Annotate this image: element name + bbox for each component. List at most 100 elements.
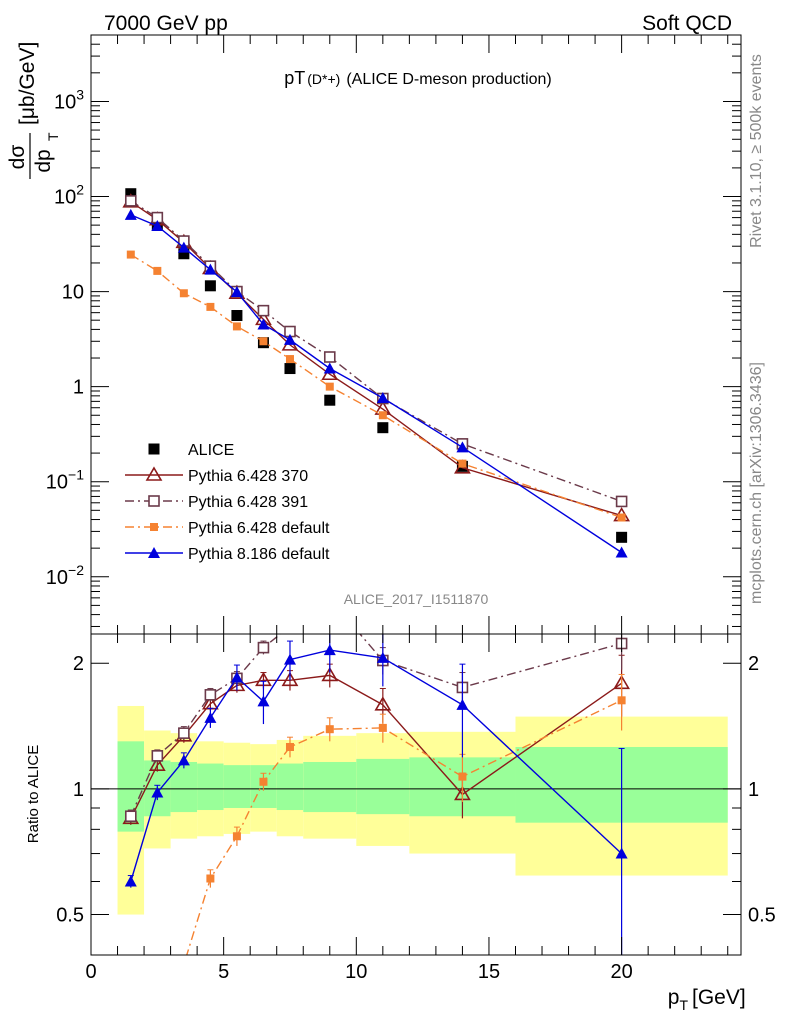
- green-band-6: [276, 763, 304, 811]
- ratio-point-s2-1: [153, 986, 161, 994]
- data-point-s0-7: [324, 394, 336, 406]
- main-plot-marks: [122, 188, 631, 558]
- x-axis-label: pT: [668, 986, 689, 1013]
- y-tick-label: 10−1: [46, 467, 84, 494]
- data-point-s0-2: [178, 248, 190, 260]
- ratio-point-s3-5: [257, 695, 270, 707]
- x-tick-label: 10: [345, 961, 367, 983]
- main-plot-y-axis: 10−2 10−1 1 10 102 103: [46, 34, 741, 634]
- data-point-s4-4: [230, 285, 243, 297]
- data-point-s4-6: [283, 333, 296, 345]
- legend-label-4: Pythia 8.186 default: [188, 546, 330, 563]
- legend-marker-2: [148, 495, 160, 507]
- data-point-s3-2: [179, 289, 188, 298]
- xlabel-subscript: T: [679, 997, 688, 1013]
- ratio-line-1: [130, 634, 622, 817]
- ratio-y-tick-label-left: 1: [73, 779, 84, 801]
- data-point-s2-7: [323, 351, 336, 363]
- ratio-point-s0-8: [374, 696, 392, 711]
- y-axis-label: dσ dp T [μb/GeV]: [6, 42, 61, 179]
- ratio-point-s1-6: [285, 621, 295, 631]
- data-point-s0-10: [616, 531, 628, 543]
- main-plot-frame: [90, 34, 742, 635]
- data-point-s0-6: [284, 363, 296, 375]
- data-point-s3-8: [378, 411, 387, 420]
- ratio-point-s2-10: [617, 696, 626, 705]
- analysis-watermark: ALICE_2017_I1511870: [344, 591, 489, 607]
- green-band-4: [223, 765, 251, 808]
- xlabel-p: p: [668, 986, 680, 1009]
- ratio-plot-frame: [90, 633, 742, 956]
- title-paren: (D*+): [307, 71, 340, 87]
- ratio-point-s3-1: [151, 786, 164, 798]
- ratio-point-s2-3: [206, 874, 215, 883]
- x-tick-label: 0: [85, 961, 96, 983]
- data-point-s4-3: [204, 263, 217, 275]
- data-point-s2-10: [615, 495, 628, 508]
- ratio-point-s0-6: [281, 671, 299, 687]
- ratio-y-axis-label: Ratio to ALICE: [25, 745, 42, 843]
- ylabel-subscript: T: [45, 132, 61, 141]
- ratio-point-s2-5: [259, 777, 268, 786]
- data-point-s2-0: [124, 195, 137, 207]
- x-tick-label: 20: [610, 961, 632, 983]
- data-point-s3-1: [153, 266, 162, 275]
- legend-label-2: Pythia 6.428 391: [188, 494, 308, 511]
- y-tick-label: 102: [54, 182, 84, 209]
- data-point-s4-2: [177, 241, 190, 253]
- data-point-s2-5: [257, 304, 270, 317]
- ratio-point-s2-7: [325, 725, 334, 734]
- data-point-s0-4: [231, 310, 243, 322]
- x-tick-label: 5: [218, 961, 229, 983]
- data-point-s4-7: [323, 362, 336, 374]
- ratio-point-s3-10: [615, 847, 628, 859]
- title-rest: (ALICE D-meson production): [346, 71, 551, 88]
- ylabel-numerator: dσ: [6, 145, 29, 170]
- legend-label-0: ALICE: [188, 442, 234, 459]
- data-point-s3-0: [126, 250, 135, 259]
- ratio-y-tick-label-right: 0.5: [748, 905, 776, 927]
- legend-marker-0: [148, 443, 160, 455]
- legend-label-1: Pythia 6.428 370: [188, 468, 308, 485]
- ratio-point-s1-7: [325, 594, 335, 604]
- data-point-s0-3: [204, 280, 216, 292]
- data-point-s4-9: [456, 441, 469, 453]
- data-point-s4-0: [124, 208, 137, 220]
- ratio-point-s0-7: [321, 666, 339, 682]
- green-band-8: [356, 758, 410, 815]
- ratio-point-s1-2: [178, 727, 190, 739]
- legend-label-3: Pythia 6.428 default: [188, 520, 330, 537]
- ylabel-denominator: dp: [32, 149, 55, 172]
- ratio-point-s3-9: [456, 698, 469, 710]
- green-band-2: [170, 761, 198, 813]
- ylabel-unit: [μb/GeV]: [16, 42, 39, 125]
- header-left: 7000 GeV pp: [104, 12, 228, 35]
- ratio-y-tick-label-right: 2: [748, 653, 759, 675]
- legend-marker-3: [150, 523, 158, 531]
- data-point-s3-9: [458, 459, 467, 468]
- ratio-point-s2-8: [378, 723, 387, 732]
- data-point-s3-5: [259, 337, 268, 346]
- rivet-version-label: Rivet 3.1.10, ≥ 500k events: [748, 54, 765, 248]
- data-point-s3-6: [285, 355, 294, 364]
- data-point-s3-3: [206, 302, 215, 311]
- data-point-s4-8: [376, 391, 389, 403]
- data-point-s4-5: [257, 318, 270, 330]
- ratio-plot-axes: 0.5 0.51 12 20 5 10 15 20: [56, 634, 776, 983]
- legend: ALICE Pythia 6.428 370 Pythia 6.428 391 Pyt…: [125, 442, 330, 563]
- ratio-y-tick-label-left: 0.5: [56, 905, 84, 927]
- legend-marker-1: [145, 466, 163, 481]
- ratio-point-s2-4: [232, 832, 241, 841]
- data-point-s4-10: [615, 546, 628, 558]
- ratio-point-s3-2: [177, 754, 190, 766]
- ratio-point-s2-2: [180, 960, 188, 968]
- data-point-s3-4: [232, 322, 241, 331]
- data-point-s4-1: [151, 219, 164, 231]
- header-right: Soft QCD: [642, 12, 732, 35]
- ratio-point-s1-0: [124, 810, 137, 823]
- ratio-point-s2-6: [285, 742, 294, 751]
- plot-title: pT (D*+) (ALICE D-meson production): [284, 68, 552, 88]
- ratio-plot-panel: 0.5 0.51 12 20 5 10 15 20 Ratio to ALICE pT [Ge…: [25, 594, 776, 1013]
- legend-marker-4: [148, 547, 160, 558]
